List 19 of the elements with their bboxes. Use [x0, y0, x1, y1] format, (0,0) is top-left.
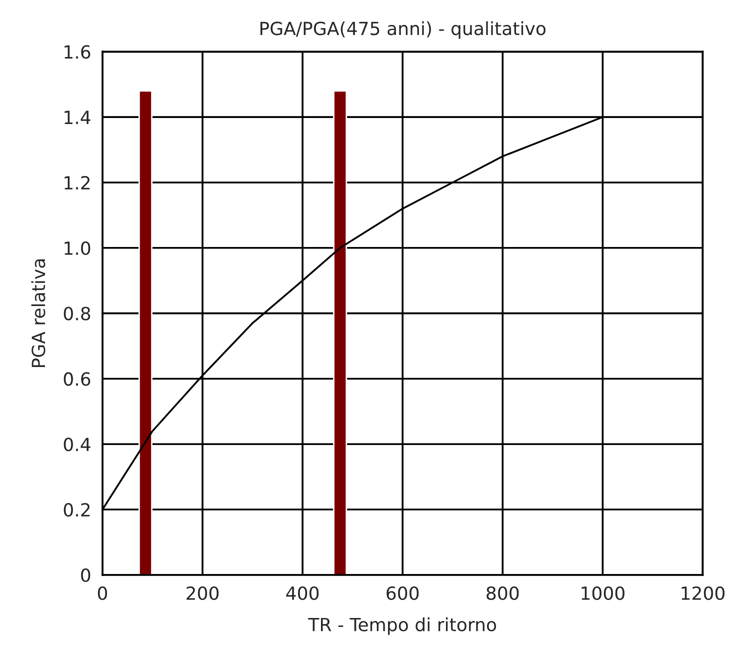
x-tick-label: 400	[286, 586, 319, 600]
chart-title: PGA/PGA(475 anni) - qualitativo	[260, 21, 546, 39]
y-tick-label: 1.4	[64, 110, 90, 124]
x-tick-label: 200	[186, 586, 219, 600]
x-tick-label: 0	[98, 586, 108, 600]
y-tick-label: 0	[81, 568, 90, 582]
x-tick-label: 1000	[582, 586, 624, 600]
y-tick-label: 0.4	[64, 438, 90, 452]
y-tick-label: 1.6	[64, 45, 90, 59]
y-tick-label: 1.2	[64, 176, 90, 190]
x-axis-title: TR - Tempo di ritorno	[308, 617, 496, 635]
y-tick-label: 0.8	[64, 306, 90, 320]
x-tick-label: 800	[486, 586, 519, 600]
x-tick-label: 1200	[682, 586, 724, 600]
y-axis-title: PGA relativa	[31, 259, 46, 368]
x-tick-label: 600	[386, 586, 419, 600]
y-tick-label: 1.0	[64, 241, 90, 256]
y-tick-label: 0.2	[64, 502, 90, 517]
y-tick-label: 0.6	[64, 372, 90, 386]
